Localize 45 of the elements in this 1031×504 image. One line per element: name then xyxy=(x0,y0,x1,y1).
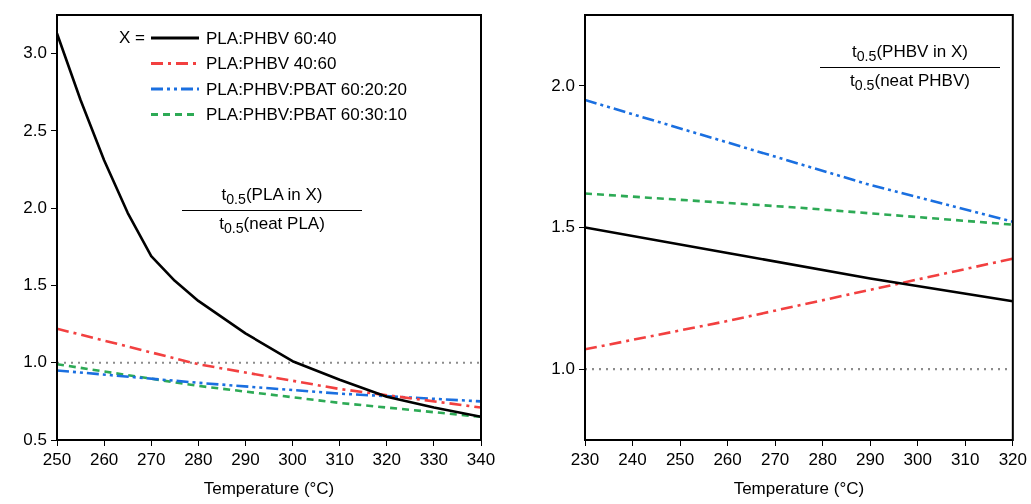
x-tick-label: 310 xyxy=(325,449,354,469)
x-tick-label: 270 xyxy=(137,449,166,469)
x-axis-title: Temperature (°C) xyxy=(203,479,335,499)
x-tick-label: 300 xyxy=(278,449,307,469)
line-series xyxy=(57,362,481,419)
x-tick-label: 280 xyxy=(184,449,213,469)
x-tick-label: 270 xyxy=(760,449,790,469)
line-series xyxy=(57,369,481,403)
y-tick-label: 3.0 xyxy=(23,43,47,63)
x-tick-label: 290 xyxy=(231,449,260,469)
x-tick-label: 330 xyxy=(419,449,449,469)
x-tick-label: 310 xyxy=(951,449,980,469)
annotation: t$_{0.5}$(PHBV in X) xyxy=(820,42,1000,69)
x-tick-label: 320 xyxy=(998,449,1028,469)
x-tick-label: 280 xyxy=(808,449,837,469)
y-tick-label: 2.0 xyxy=(23,197,47,217)
legend-title: X = xyxy=(119,27,146,47)
x-tick-label: 320 xyxy=(372,449,401,469)
annotation: t$_{0.5}$(PLA in X) xyxy=(182,185,362,212)
y-tick-label: 1.0 xyxy=(23,352,47,372)
annotation: t$_{0.5}$(neat PHBV) xyxy=(849,70,971,94)
line-series xyxy=(585,257,1013,351)
legend-label: PLA:PHBV:PBAT 60:30:10 xyxy=(206,105,407,125)
y-tick-label: 2.5 xyxy=(23,120,47,140)
legend-label: PLA:PHBV 40:60 xyxy=(206,54,337,74)
x-tick-label: 260 xyxy=(89,449,119,469)
y-tick-label: 0.5 xyxy=(23,429,47,449)
annotation: t$_{0.5}$(neat PLA) xyxy=(218,213,326,237)
x-tick-label: 250 xyxy=(42,449,72,469)
x-tick-label: 290 xyxy=(856,449,885,469)
x-axis-title: Temperature (°C) xyxy=(733,479,865,499)
legend-label: PLA:PHBV 60:40 xyxy=(206,28,337,48)
x-tick-label: 340 xyxy=(466,449,496,469)
line-series xyxy=(585,98,1013,224)
y-tick-label: 1.5 xyxy=(23,275,47,295)
x-tick-label: 300 xyxy=(903,449,932,469)
line-series xyxy=(57,327,481,409)
x-tick-label: 230 xyxy=(570,449,600,469)
legend-label: PLA:PHBV:PBAT 60:20:20 xyxy=(206,79,407,99)
y-tick-label: 1.5 xyxy=(551,217,575,237)
x-tick-label: 250 xyxy=(665,449,695,469)
y-tick-label: 1.0 xyxy=(551,358,575,378)
y-tick-label: 2.0 xyxy=(551,75,575,95)
x-tick-label: 260 xyxy=(713,449,742,469)
x-tick-label: 240 xyxy=(618,449,647,469)
